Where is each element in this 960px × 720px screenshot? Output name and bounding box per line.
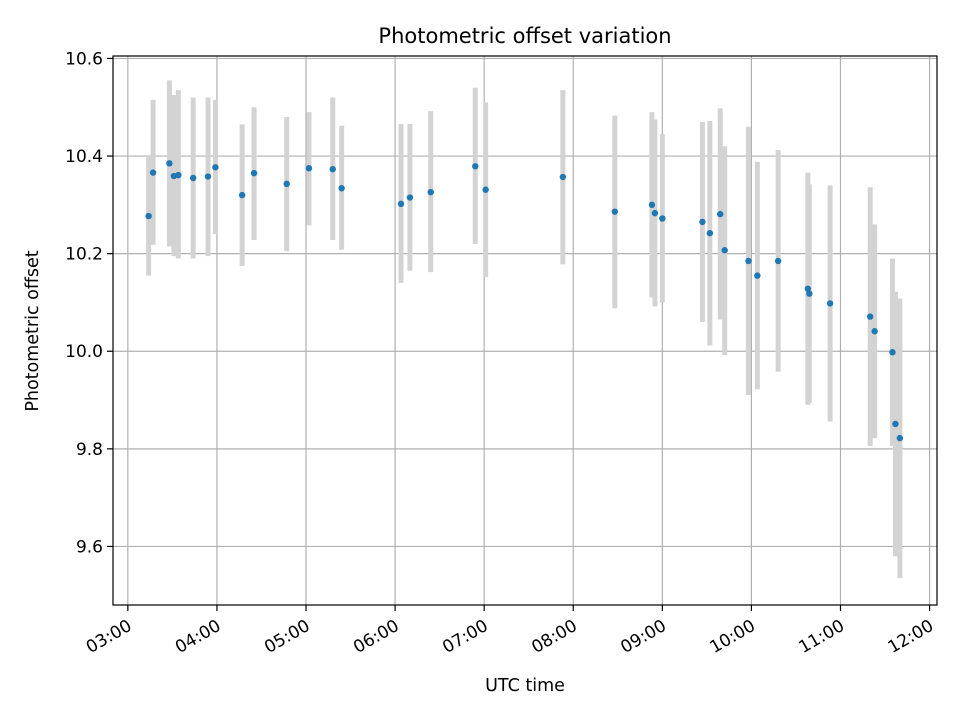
data-point <box>866 313 874 320</box>
data-point <box>149 169 157 176</box>
data-point <box>427 188 434 196</box>
data-point <box>283 180 290 188</box>
y-tick-label: 10.2 <box>65 245 103 265</box>
data-point <box>699 218 706 226</box>
data-point <box>212 164 219 171</box>
data-point <box>611 208 619 215</box>
data-point <box>774 257 782 265</box>
data-point <box>204 173 212 180</box>
y-tick-label: 10.0 <box>65 342 103 362</box>
data-point <box>238 191 246 199</box>
data-point <box>175 171 182 179</box>
data-point <box>721 247 728 254</box>
grid <box>113 56 937 605</box>
data-point <box>189 174 197 182</box>
data-point <box>745 257 752 265</box>
data-point <box>338 185 345 192</box>
data-points <box>145 160 904 442</box>
data-point <box>754 272 761 279</box>
data-point <box>892 420 899 428</box>
x-axis-label: UTC time <box>485 676 565 696</box>
data-point <box>648 201 656 209</box>
data-point <box>896 434 904 442</box>
data-point <box>472 163 479 170</box>
y-tick-label: 10.4 <box>65 147 103 167</box>
chart-title: Photometric offset variation <box>378 24 671 48</box>
data-point <box>806 290 813 297</box>
data-point <box>871 328 878 335</box>
y-tick-label: 9.8 <box>76 440 103 460</box>
data-point <box>659 215 666 222</box>
data-point <box>717 210 724 218</box>
y-tick-label: 10.6 <box>65 49 103 69</box>
plot-area-frame <box>112 55 938 606</box>
data-point <box>329 166 336 173</box>
data-point <box>406 194 414 201</box>
data-point <box>482 186 489 193</box>
data-point <box>706 229 714 237</box>
data-point <box>250 169 258 177</box>
data-point <box>804 285 812 292</box>
data-point <box>889 349 896 356</box>
data-point <box>651 209 659 217</box>
y-tick-label: 9.6 <box>76 537 103 557</box>
data-point <box>305 165 313 172</box>
data-point <box>826 300 834 307</box>
y-axis-label: Photometric offset <box>23 250 43 411</box>
data-point <box>397 200 405 208</box>
data-point <box>166 160 173 167</box>
data-point <box>559 173 567 181</box>
data-point <box>145 212 152 220</box>
